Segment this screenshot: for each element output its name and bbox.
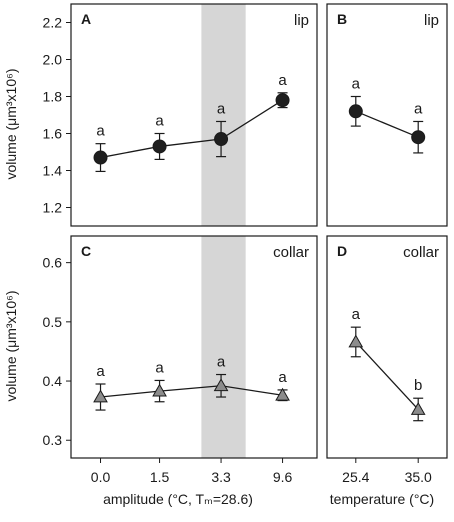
series-line-a — [100, 99, 283, 159]
x-tick-label-d: 35.0 — [405, 469, 432, 485]
data-point-b — [411, 130, 426, 145]
y-tick-label-c: 0.3 — [43, 432, 63, 448]
data-point-d — [410, 401, 426, 415]
panel-tag-a: lip — [294, 12, 309, 29]
significance-label-b: a — [352, 76, 361, 93]
panel-frame-b — [326, 3, 448, 227]
data-point-c — [93, 389, 108, 403]
significance-label-a: a — [278, 72, 287, 89]
panel-letter-a: A — [81, 11, 91, 27]
significance-label-a: a — [96, 123, 105, 140]
y-tick-label-c: 0.6 — [43, 255, 63, 271]
panel-frame-a — [70, 3, 318, 227]
significance-label-a: a — [217, 100, 226, 117]
y-axis-label-top: volume (μm³x10⁶) — [3, 68, 19, 179]
significance-label-b: a — [414, 100, 423, 117]
data-point-a — [152, 139, 167, 154]
x-axis-label-amplitude: amplitude (°C, Tₘ=28.6) — [103, 491, 253, 507]
y-tick-label-a: 1.2 — [43, 200, 63, 216]
x-tick-label-c: 9.6 — [273, 469, 293, 485]
significance-label-c: a — [96, 363, 105, 380]
significance-label-d: b — [414, 377, 422, 394]
y-tick-label-a: 2.2 — [43, 15, 63, 31]
panel-tag-b: lip — [424, 12, 439, 29]
significance-label-c: a — [278, 369, 287, 386]
highlight-band-a — [201, 4, 246, 226]
x-tick-label-c: 0.0 — [91, 469, 111, 485]
panel-letter-d: D — [337, 243, 347, 259]
y-tick-label-c: 0.4 — [43, 373, 63, 389]
data-point-a — [275, 93, 290, 108]
y-tick-label-c: 0.5 — [43, 314, 63, 330]
y-tick-label-a: 2.0 — [43, 52, 63, 68]
significance-label-a: a — [155, 113, 164, 130]
highlight-band-c — [201, 236, 246, 458]
x-tick-label-d: 25.4 — [342, 469, 369, 485]
y-tick-label-a: 1.8 — [43, 89, 63, 105]
data-point-a — [93, 150, 108, 165]
significance-label-c: a — [155, 359, 164, 376]
x-tick-label-c: 1.5 — [150, 469, 170, 485]
data-point-a — [214, 132, 229, 147]
panel-letter-b: B — [337, 11, 347, 27]
x-tick-label-c: 3.3 — [211, 469, 231, 485]
y-tick-label-a: 1.6 — [43, 126, 63, 142]
panel-tag-d: collar — [403, 244, 439, 261]
significance-label-d: a — [352, 306, 361, 323]
data-point-c — [275, 387, 290, 401]
data-point-b — [348, 104, 363, 119]
data-point-c — [152, 383, 167, 397]
series-line-d — [355, 341, 419, 410]
data-point-c — [213, 378, 229, 392]
panel-tag-c: collar — [273, 244, 309, 261]
x-axis-label-temperature: temperature (°C) — [330, 491, 434, 507]
series-line-c — [100, 385, 283, 398]
panel-letter-c: C — [81, 243, 91, 259]
y-tick-label-a: 1.4 — [43, 163, 63, 179]
data-point-d — [348, 334, 364, 348]
y-axis-label-bottom: volume (μm³x10⁶) — [3, 290, 19, 401]
panel-frame-d — [326, 235, 448, 459]
panel-frame-c — [70, 235, 318, 459]
significance-label-c: a — [217, 354, 226, 371]
series-line-b — [355, 110, 419, 138]
